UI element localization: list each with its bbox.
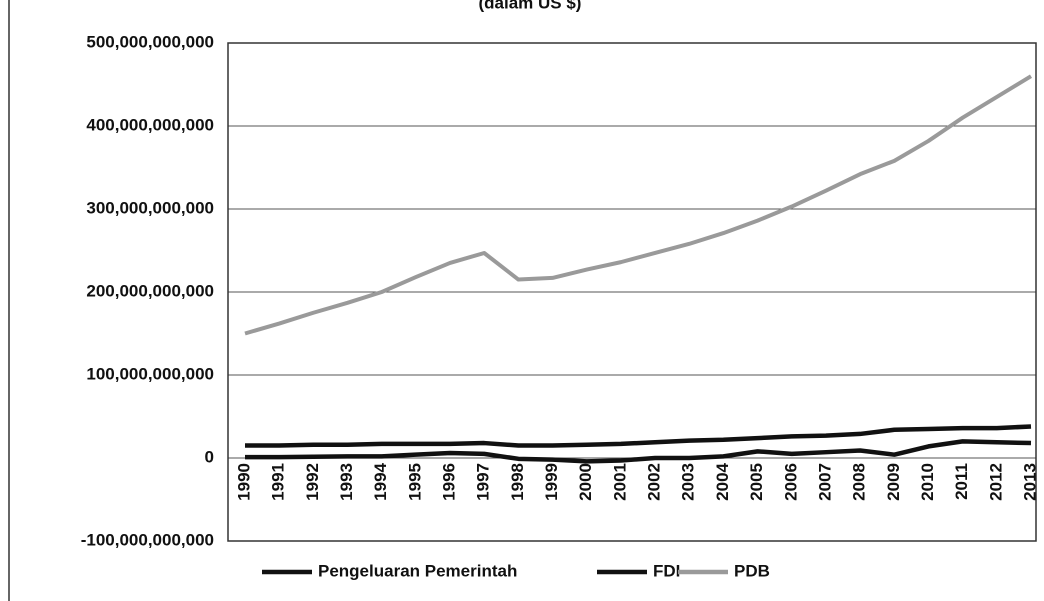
chart-subtitle: (dalam US $) xyxy=(479,0,582,12)
x-tick-label: 2010 xyxy=(918,463,937,501)
y-tick-label: 100,000,000,000 xyxy=(86,364,214,383)
x-tick-label: 1997 xyxy=(474,463,493,501)
y-tick-label: 300,000,000,000 xyxy=(86,198,214,217)
legend-label: PDB xyxy=(734,561,770,580)
x-tick-label: 2002 xyxy=(645,463,664,501)
plot-border xyxy=(227,42,1037,542)
x-tick-label: 2013 xyxy=(1020,463,1039,501)
y-tick-label: -100,000,000,000 xyxy=(81,530,214,549)
x-tick-label: 1996 xyxy=(440,463,459,501)
x-tick-label: 2008 xyxy=(850,463,869,501)
x-tick-label: 2012 xyxy=(986,463,1005,501)
x-tick-label: 1991 xyxy=(269,463,288,501)
x-tick-label: 2004 xyxy=(713,462,732,500)
x-tick-label: 1993 xyxy=(337,463,356,501)
x-tick-label: 2003 xyxy=(679,463,698,501)
x-tick-label: 2006 xyxy=(781,463,800,501)
x-tick-label: 1994 xyxy=(371,462,390,500)
y-tick-label: 200,000,000,000 xyxy=(86,281,214,300)
series-line xyxy=(245,439,1032,464)
x-tick-label: 1992 xyxy=(303,463,322,501)
x-tick-label: 1995 xyxy=(405,463,424,501)
series-line xyxy=(244,74,1033,336)
series-line xyxy=(245,424,1032,448)
x-tick-label: 2005 xyxy=(747,463,766,501)
legend-label: FDI xyxy=(653,561,680,580)
legend-label: Pengeluaran Pemerintah xyxy=(318,561,517,580)
x-tick-label: 2001 xyxy=(610,463,629,501)
x-tick-label: 2011 xyxy=(952,463,971,500)
x-tick-label: 1999 xyxy=(542,463,561,501)
x-tick-label: 2007 xyxy=(815,463,834,501)
x-tick-label: 2000 xyxy=(576,463,595,501)
x-tick-label: 1990 xyxy=(234,463,253,501)
y-tick-label: 400,000,000,000 xyxy=(86,115,214,134)
x-tick-label: 1998 xyxy=(508,463,527,501)
x-tick-label: 2009 xyxy=(884,463,903,501)
y-tick-label: 500,000,000,000 xyxy=(86,32,214,51)
y-tick-label: 0 xyxy=(205,447,214,466)
